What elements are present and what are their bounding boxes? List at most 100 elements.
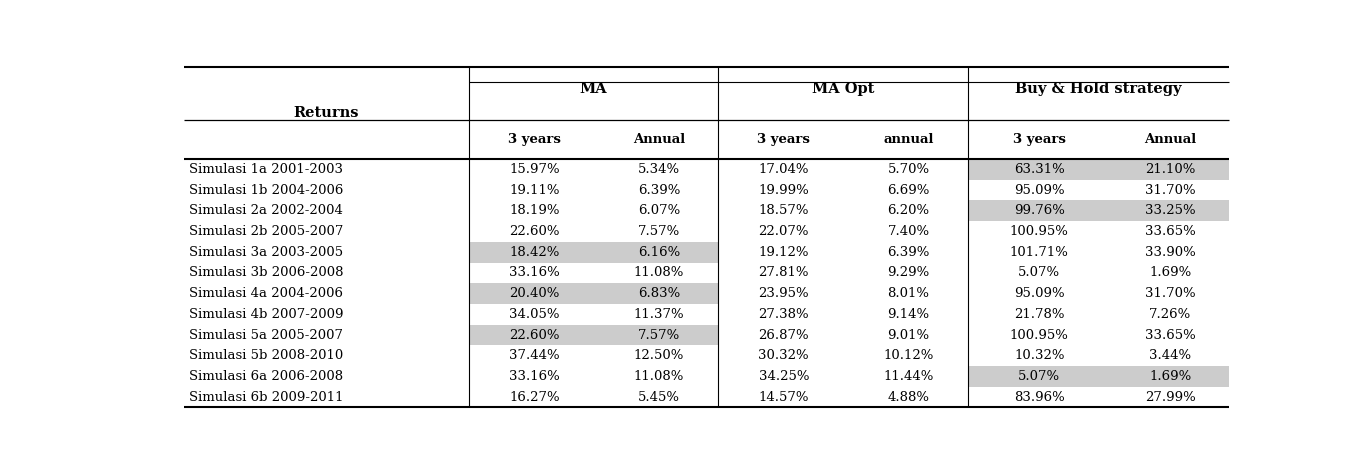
Text: 19.11%: 19.11% <box>509 184 560 196</box>
Text: Annual: Annual <box>632 133 685 146</box>
Text: 21.78%: 21.78% <box>1014 308 1065 321</box>
Text: 95.09%: 95.09% <box>1014 184 1065 196</box>
Text: 3 years: 3 years <box>757 133 811 146</box>
Text: 6.83%: 6.83% <box>638 287 681 300</box>
Text: 8.01%: 8.01% <box>888 287 929 300</box>
Text: 11.44%: 11.44% <box>884 370 934 383</box>
Text: Returns: Returns <box>294 106 359 120</box>
Text: 6.07%: 6.07% <box>638 204 681 217</box>
Bar <box>469 283 600 304</box>
Text: 18.42%: 18.42% <box>509 246 560 258</box>
Bar <box>600 283 719 304</box>
Text: 27.99%: 27.99% <box>1144 391 1195 404</box>
Text: 5.70%: 5.70% <box>888 163 930 176</box>
Text: 31.70%: 31.70% <box>1144 287 1195 300</box>
Text: 12.50%: 12.50% <box>634 349 685 362</box>
Text: 33.16%: 33.16% <box>509 370 560 383</box>
Text: 4.88%: 4.88% <box>888 391 929 404</box>
Bar <box>1111 201 1229 221</box>
Text: 15.97%: 15.97% <box>509 163 560 176</box>
Text: 5.07%: 5.07% <box>1018 266 1061 280</box>
Text: 34.25%: 34.25% <box>759 370 809 383</box>
Text: 18.19%: 18.19% <box>509 204 560 217</box>
Text: 33.90%: 33.90% <box>1144 246 1195 258</box>
Text: 22.60%: 22.60% <box>509 329 560 342</box>
Text: 6.69%: 6.69% <box>888 184 930 196</box>
Text: 10.32%: 10.32% <box>1014 349 1065 362</box>
Text: 30.32%: 30.32% <box>759 349 809 362</box>
Bar <box>1111 159 1229 180</box>
Text: 3.44%: 3.44% <box>1150 349 1191 362</box>
Text: 21.10%: 21.10% <box>1146 163 1195 176</box>
Text: Annual: Annual <box>1144 133 1196 146</box>
Text: 100.95%: 100.95% <box>1010 329 1069 342</box>
Text: 1.69%: 1.69% <box>1148 370 1191 383</box>
Text: Simulasi 1b 2004-2006: Simulasi 1b 2004-2006 <box>188 184 343 196</box>
Text: Simulasi 5b 2008-2010: Simulasi 5b 2008-2010 <box>188 349 343 362</box>
Text: Simulasi 1a 2001-2003: Simulasi 1a 2001-2003 <box>188 163 343 176</box>
Text: 6.39%: 6.39% <box>888 246 930 258</box>
Text: 18.57%: 18.57% <box>759 204 809 217</box>
Text: 33.65%: 33.65% <box>1144 225 1195 238</box>
Text: 5.45%: 5.45% <box>638 391 681 404</box>
Bar <box>1111 366 1229 387</box>
Text: annual: annual <box>884 133 934 146</box>
Text: 9.01%: 9.01% <box>888 329 930 342</box>
Text: 6.39%: 6.39% <box>638 184 681 196</box>
Text: 33.25%: 33.25% <box>1144 204 1195 217</box>
Bar <box>600 325 719 345</box>
Text: 3 years: 3 years <box>1013 133 1066 146</box>
Text: 22.07%: 22.07% <box>759 225 809 238</box>
Bar <box>469 242 600 263</box>
Text: 100.95%: 100.95% <box>1010 225 1069 238</box>
Text: 17.04%: 17.04% <box>759 163 809 176</box>
Text: 37.44%: 37.44% <box>509 349 560 362</box>
Text: 11.08%: 11.08% <box>634 370 685 383</box>
Text: 7.57%: 7.57% <box>638 225 681 238</box>
Text: 83.96%: 83.96% <box>1014 391 1065 404</box>
Bar <box>967 201 1111 221</box>
Text: 20.40%: 20.40% <box>509 287 560 300</box>
Bar <box>967 366 1111 387</box>
Text: 33.16%: 33.16% <box>509 266 560 280</box>
Text: 9.14%: 9.14% <box>888 308 930 321</box>
Text: MA: MA <box>580 82 608 96</box>
Text: 95.09%: 95.09% <box>1014 287 1065 300</box>
Text: 7.57%: 7.57% <box>638 329 681 342</box>
Text: 10.12%: 10.12% <box>884 349 934 362</box>
Text: 63.31%: 63.31% <box>1014 163 1065 176</box>
Text: 22.60%: 22.60% <box>509 225 560 238</box>
Text: 34.05%: 34.05% <box>509 308 560 321</box>
Bar <box>967 159 1111 180</box>
Text: 19.12%: 19.12% <box>759 246 809 258</box>
Text: 9.29%: 9.29% <box>888 266 930 280</box>
Text: 23.95%: 23.95% <box>759 287 809 300</box>
Text: Simulasi 5a 2005-2007: Simulasi 5a 2005-2007 <box>188 329 343 342</box>
Text: Simulasi 2a 2002-2004: Simulasi 2a 2002-2004 <box>188 204 343 217</box>
Text: 5.34%: 5.34% <box>638 163 681 176</box>
Bar <box>469 325 600 345</box>
Text: 6.16%: 6.16% <box>638 246 681 258</box>
Text: 7.40%: 7.40% <box>888 225 930 238</box>
Text: 7.26%: 7.26% <box>1148 308 1191 321</box>
Text: Simulasi 4a 2004-2006: Simulasi 4a 2004-2006 <box>188 287 343 300</box>
Text: Simulasi 4b 2007-2009: Simulasi 4b 2007-2009 <box>188 308 343 321</box>
Text: 101.71%: 101.71% <box>1010 246 1069 258</box>
Bar <box>600 242 719 263</box>
Text: Simulasi 2b 2005-2007: Simulasi 2b 2005-2007 <box>188 225 343 238</box>
Text: 3 years: 3 years <box>508 133 561 146</box>
Text: 19.99%: 19.99% <box>759 184 809 196</box>
Text: 31.70%: 31.70% <box>1144 184 1195 196</box>
Text: 1.69%: 1.69% <box>1148 266 1191 280</box>
Text: 16.27%: 16.27% <box>509 391 560 404</box>
Text: MA Opt: MA Opt <box>812 82 874 96</box>
Text: Buy & Hold strategy: Buy & Hold strategy <box>1015 82 1181 96</box>
Text: 26.87%: 26.87% <box>759 329 809 342</box>
Text: 14.57%: 14.57% <box>759 391 809 404</box>
Text: Simulasi 3b 2006-2008: Simulasi 3b 2006-2008 <box>188 266 343 280</box>
Text: 6.20%: 6.20% <box>888 204 930 217</box>
Text: Simulasi 6b 2009-2011: Simulasi 6b 2009-2011 <box>188 391 343 404</box>
Text: 27.81%: 27.81% <box>759 266 809 280</box>
Text: Simulasi 6a 2006-2008: Simulasi 6a 2006-2008 <box>188 370 343 383</box>
Text: 11.37%: 11.37% <box>634 308 685 321</box>
